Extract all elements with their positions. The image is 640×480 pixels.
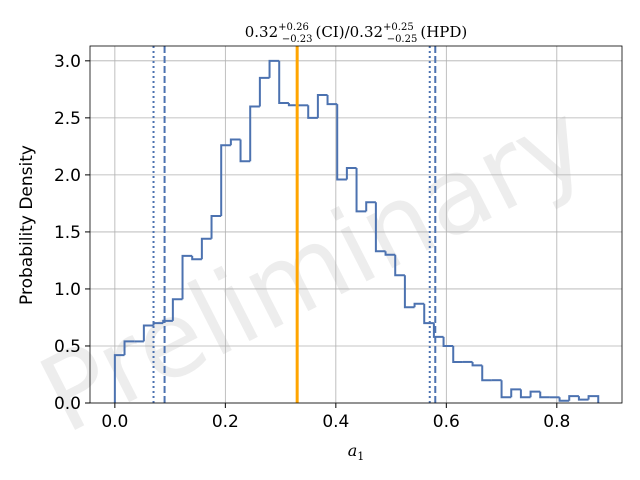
y-tick-label: 1.5	[54, 223, 81, 243]
histogram-step	[374, 202, 386, 253]
histogram-step	[500, 380, 512, 399]
histogram-step	[355, 168, 367, 213]
histogram-step	[316, 94, 328, 118]
title-part: (CI)/0.32	[315, 23, 383, 41]
histogram-step	[413, 302, 425, 308]
histogram-step	[384, 251, 396, 256]
histogram-step	[577, 396, 589, 401]
histogram-step	[162, 319, 173, 324]
histogram-step	[423, 303, 434, 325]
histogram-step	[239, 139, 251, 163]
y-tick-label: 3.0	[54, 52, 81, 72]
title-part: 0.32	[245, 23, 278, 41]
x-tick-label: 0.0	[101, 412, 128, 432]
histogram-step	[336, 104, 347, 181]
histogram-step	[510, 388, 521, 398]
y-tick-label: 2.5	[54, 109, 81, 129]
histogram-step	[365, 201, 376, 212]
histogram-step	[113, 354, 125, 403]
histogram-step	[539, 391, 550, 399]
y-tick-label: 1.0	[54, 280, 81, 300]
x-label-part: a	[348, 441, 358, 460]
title-part: −0.23	[282, 34, 313, 45]
histogram-step	[442, 336, 454, 347]
title-part: −0.25	[387, 34, 418, 45]
histogram-step	[200, 237, 212, 260]
x-tick-label: 0.8	[543, 412, 570, 432]
x-axis-label: a1	[348, 441, 365, 463]
histogram-step	[326, 95, 338, 106]
histogram-step	[432, 323, 444, 338]
chart-title: 0.32+0.26 −0.23 (CI)/0.32+0.25 −0.25 (HPD)	[245, 22, 468, 45]
histogram-step	[587, 395, 600, 403]
histogram-step	[258, 76, 270, 107]
histogram-step	[403, 275, 415, 309]
histogram-step	[287, 103, 299, 107]
y-axis-label: Probability Density	[17, 145, 37, 305]
histogram-step	[210, 214, 222, 239]
histogram-step	[558, 397, 570, 402]
plot-frame	[89, 45, 623, 404]
watermark: Preliminary	[22, 79, 606, 457]
y-tick-label: 2.0	[54, 166, 81, 186]
histogram-step	[481, 365, 492, 382]
histogram-step	[268, 59, 280, 78]
histogram-step	[345, 167, 357, 180]
histogram-step	[394, 254, 405, 277]
title-part: +0.25	[383, 22, 414, 33]
histogram-step	[249, 105, 260, 162]
histogram-step	[220, 144, 231, 216]
histogram-step	[529, 390, 541, 398]
histogram-step	[191, 255, 202, 261]
histogram-step	[278, 60, 289, 105]
x-label-part: 1	[357, 450, 364, 463]
y-tick-label: 0.0	[54, 394, 81, 414]
title-part: (HPD)	[420, 23, 467, 41]
histogram-step	[519, 389, 531, 399]
histogram-step	[171, 298, 183, 321]
x-tick-label: 0.6	[433, 412, 460, 432]
histogram-step	[471, 361, 483, 367]
histogram-step	[142, 324, 154, 342]
histogram-step	[452, 345, 463, 363]
histogram-step	[181, 254, 193, 300]
histogram-step	[152, 322, 164, 326]
histogram-step	[307, 105, 318, 119]
x-tick-label: 0.2	[212, 412, 239, 432]
histogram-step	[568, 395, 579, 401]
y-tick-label: 0.5	[54, 337, 81, 357]
title-part: +0.26	[278, 22, 309, 33]
x-tick-label: 0.4	[322, 412, 349, 432]
histogram-step	[229, 138, 241, 146]
histogram-step	[123, 340, 135, 356]
